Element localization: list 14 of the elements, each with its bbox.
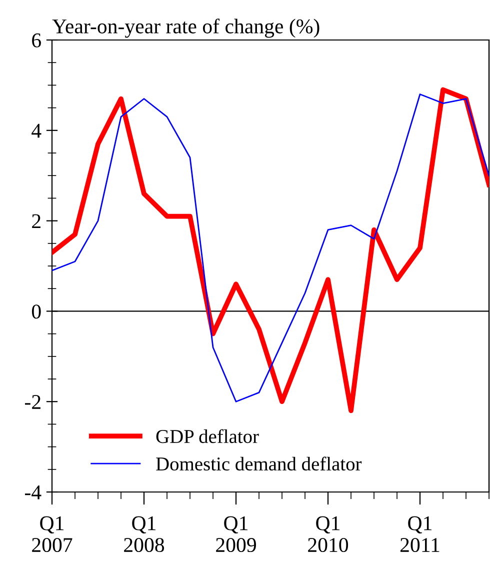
chart-title: Year-on-year rate of change (%) <box>52 18 320 38</box>
x-tick-label: Q1 2008 <box>124 516 164 552</box>
x-tick-label: Q1 2007 <box>32 516 72 552</box>
y-tick-label: 6 <box>32 33 41 48</box>
x-tick-label: Q1 2011 <box>400 516 440 552</box>
y-tick-label: 0 <box>32 304 41 319</box>
x-tick-label: Q1 2010 <box>308 516 348 552</box>
legend-label: GDP deflator <box>156 429 259 444</box>
y-tick-label: 4 <box>32 124 42 138</box>
legend-label: Domestic demand deflator <box>156 456 362 471</box>
x-tick-label: Q1 2009 <box>216 516 256 552</box>
y-tick-label: 2 <box>32 214 40 228</box>
y-tick-label: -4 <box>25 486 42 500</box>
y-tick-label: -2 <box>25 395 40 409</box>
